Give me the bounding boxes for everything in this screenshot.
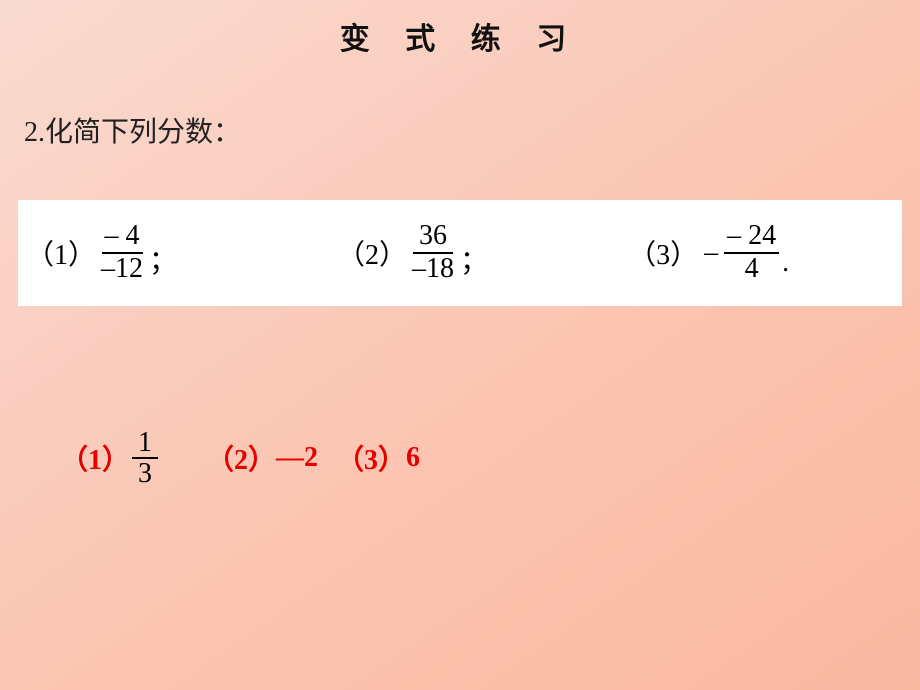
answer-2-value: —2	[276, 442, 318, 474]
problem-3-fraction: – 24 4	[724, 221, 779, 285]
answer-3: （3） 6	[336, 438, 420, 478]
answer-1-label: （1）	[60, 438, 130, 478]
problem-2: （2） 36 –18 ；	[337, 221, 488, 285]
problem-1: （1） – 4 –12 ；	[26, 221, 177, 285]
answer-1-denominator: 3	[132, 459, 158, 488]
answer-1-fraction: 1 3	[132, 428, 158, 489]
answer-1-numerator: 1	[132, 428, 158, 459]
answers-row: （1） 1 3 （2） —2 （3） 6	[60, 428, 420, 489]
answer-2-label: （2）	[206, 438, 276, 478]
problem-2-label: （2）	[337, 233, 407, 273]
answer-2: （2） —2	[206, 438, 318, 478]
problem-1-punct: ；	[149, 239, 177, 279]
problem-1-fraction: – 4 –12	[98, 221, 146, 285]
slide-title: 变 式 练 习	[0, 14, 920, 58]
problem-3-numerator: – 24	[724, 221, 779, 254]
answer-3-label: （3）	[336, 438, 406, 478]
problem-2-fraction: 36 –18	[409, 221, 457, 285]
problem-1-label: （1）	[26, 233, 96, 273]
problem-1-numerator: – 4	[102, 221, 143, 254]
problems-panel: （1） – 4 –12 ； （2） 36 –18 ； （3） – – 24 4 …	[18, 200, 902, 306]
problem-2-numerator: 36	[413, 221, 453, 254]
problem-3: （3） – – 24 4 .	[628, 221, 789, 285]
answer-1: （1） 1 3	[60, 428, 160, 489]
problem-3-sign: –	[704, 237, 718, 269]
problem-3-label: （3）	[628, 233, 698, 273]
problem-3-denominator: 4	[742, 254, 762, 285]
problem-3-punct: .	[782, 247, 789, 279]
answer-3-value: 6	[406, 442, 420, 474]
problem-2-denominator: –18	[409, 254, 457, 285]
problem-2-punct: ；	[460, 239, 488, 279]
question-prompt: 2.化简下列分数：	[24, 110, 241, 150]
problem-1-denominator: –12	[98, 254, 146, 285]
